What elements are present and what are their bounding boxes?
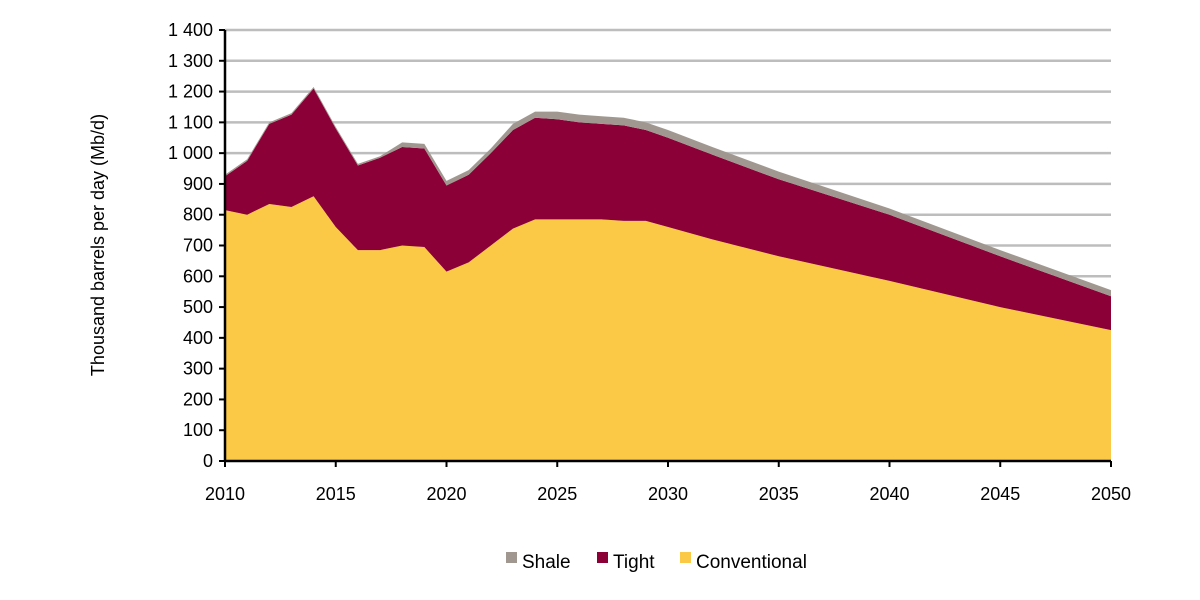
area-series: [225, 86, 1111, 461]
y-tick-label: 1 000: [168, 143, 213, 163]
y-tick-label: 700: [183, 236, 213, 256]
y-tick-label: 100: [183, 420, 213, 440]
y-tick-label: 1 400: [168, 20, 213, 40]
y-tick-label: 1 100: [168, 112, 213, 132]
x-tick-label: 2015: [316, 484, 356, 504]
y-tick-label: 1 200: [168, 82, 213, 102]
legend-label-shale: Shale: [522, 552, 571, 573]
x-tick-label: 2040: [869, 484, 909, 504]
y-axis-ticks: 0 100 200 300 400 500 600 700 800 900 1 000 1 100 1 …: [168, 20, 225, 471]
x-tick-label: 2035: [759, 484, 799, 504]
area-tight: [225, 88, 1111, 331]
legend-swatch-shale: [506, 552, 517, 563]
y-axis-title: Thousand barrels per day (Mb/d): [88, 114, 108, 376]
y-tick-label: 0: [203, 451, 213, 471]
legend-swatch-conventional: [680, 552, 691, 563]
x-tick-label: 2050: [1091, 484, 1131, 504]
x-tick-label: 2045: [980, 484, 1020, 504]
legend-swatch-tight: [597, 552, 608, 563]
x-axis-ticks: 2010 2015 2020 2025 2030 2035 2040 2045 2050: [205, 461, 1131, 504]
y-tick-label: 400: [183, 328, 213, 348]
y-tick-label: 1 300: [168, 51, 213, 71]
x-tick-label: 2020: [426, 484, 466, 504]
legend-label-tight: Tight: [613, 552, 655, 573]
y-tick-label: 200: [183, 389, 213, 409]
y-tick-label: 600: [183, 266, 213, 286]
x-tick-label: 2010: [205, 484, 245, 504]
y-tick-label: 800: [183, 205, 213, 225]
legend-label-conventional: Conventional: [696, 552, 807, 573]
x-tick-label: 2030: [648, 484, 688, 504]
legend: Shale Tight Conventional: [506, 552, 807, 573]
y-tick-label: 300: [183, 359, 213, 379]
x-tick-label: 2025: [537, 484, 577, 504]
y-tick-label: 500: [183, 297, 213, 317]
y-tick-label: 900: [183, 174, 213, 194]
area-conventional: [225, 196, 1111, 461]
